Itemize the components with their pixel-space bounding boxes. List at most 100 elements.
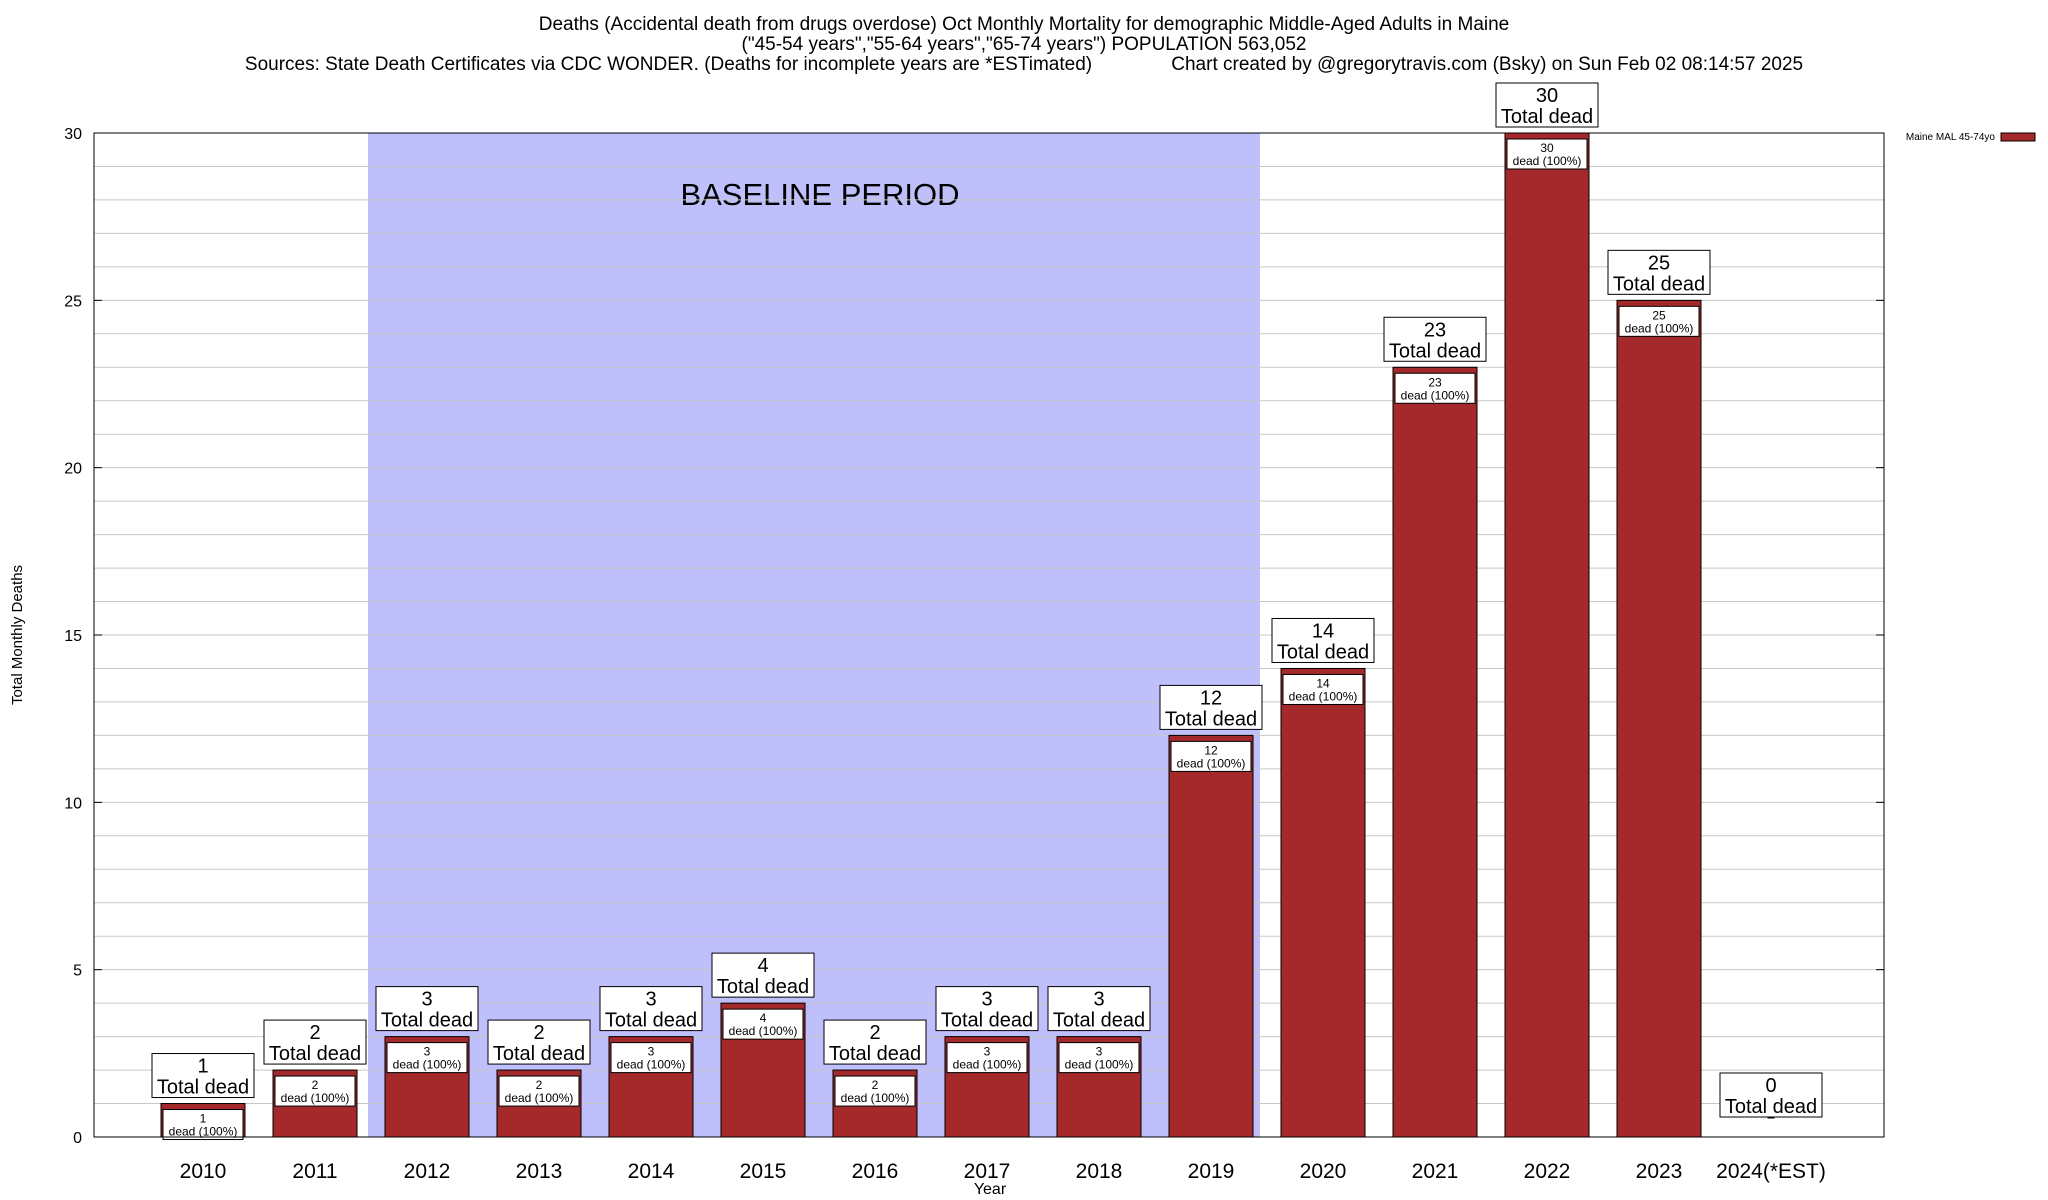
- inner-label-text: dead (100%): [1513, 154, 1582, 168]
- inner-label-value: 4: [760, 1011, 767, 1025]
- y-tick-label: 20: [64, 461, 82, 478]
- total-label-box: [1383, 316, 1487, 362]
- total-label-box: [1607, 249, 1711, 295]
- chart-source-line: Sources: State Death Certificates via CD…: [244, 54, 1804, 75]
- inner-label-value: 12: [1204, 743, 1218, 757]
- x-tick-label-2014: 2014: [628, 1160, 675, 1183]
- inner-label-value: 3: [984, 1045, 991, 1059]
- total-label-text: Total dead: [1165, 708, 1257, 730]
- bar-2022: [1504, 132, 1590, 1138]
- total-label-value: 2: [309, 1022, 320, 1044]
- total-label-text: Total dead: [941, 1010, 1033, 1032]
- y-tick-label: 5: [73, 963, 82, 980]
- total-label-box: [1159, 684, 1263, 730]
- x-tick-label-2011: 2011: [292, 1160, 337, 1183]
- total-label-text: Total dead: [269, 1043, 361, 1065]
- inner-label-value: 14: [1316, 676, 1330, 690]
- inner-label-text: dead (100%): [841, 1091, 910, 1105]
- total-label-box: [711, 952, 815, 998]
- legend: Maine MAL 45-74yo: [1906, 132, 2036, 143]
- inner-label-box: [498, 1075, 580, 1107]
- total-label-box: [151, 1053, 255, 1099]
- x-tick-label-2017: 2017: [964, 1160, 1011, 1183]
- chart-subtitle: ("45-54 years","55-64 years","65-74 year…: [741, 34, 1307, 55]
- total-label-box: [263, 1019, 367, 1065]
- inner-label-text: dead (100%): [281, 1091, 350, 1105]
- legend-label: Maine MAL 45-74yo: [1906, 132, 1996, 143]
- x-axis-label: Year: [974, 1181, 1007, 1198]
- x-tick-label-2015: 2015: [740, 1160, 787, 1183]
- total-label-text: Total dead: [717, 976, 809, 998]
- y-tick-label: 0: [73, 1130, 82, 1147]
- total-label-text: Total dead: [829, 1043, 921, 1065]
- inner-label-box: [1618, 305, 1700, 337]
- y-axis-label: Total Monthly Deaths: [9, 565, 26, 705]
- total-label-text: Total dead: [605, 1010, 697, 1032]
- total-label-value: 12: [1200, 687, 1222, 709]
- total-label-value: 30: [1536, 85, 1558, 107]
- inner-label-text: dead (100%): [953, 1058, 1022, 1072]
- inner-label-value: 2: [312, 1078, 319, 1092]
- inner-label-value: 3: [424, 1045, 431, 1059]
- total-label-value: 2: [869, 1022, 880, 1044]
- inner-label-box: [1170, 740, 1252, 772]
- inner-label-text: dead (100%): [1401, 388, 1470, 402]
- x-tick-label-2016: 2016: [852, 1160, 899, 1183]
- inner-label-box: [946, 1042, 1028, 1074]
- inner-label-text: dead (100%): [1177, 756, 1246, 770]
- total-label-text: Total dead: [493, 1043, 585, 1065]
- y-tick-label: 10: [64, 795, 82, 812]
- total-label-text: Total dead: [157, 1077, 249, 1099]
- baseline-period-label: BASELINE PERIOD: [680, 177, 959, 212]
- inner-label-text: dead (100%): [729, 1024, 798, 1038]
- inner-label-value: 3: [1096, 1045, 1103, 1059]
- inner-label-box: [1282, 673, 1364, 705]
- x-tick-label-2013: 2013: [516, 1160, 563, 1183]
- total-label-value: 0: [1765, 1075, 1776, 1097]
- total-label-text: Total dead: [1053, 1010, 1145, 1032]
- inner-label-text: dead (100%): [617, 1058, 686, 1072]
- x-tick-label-2010: 2010: [180, 1160, 227, 1183]
- inner-label-box: [722, 1008, 804, 1040]
- total-label-text: Total dead: [1725, 1096, 1817, 1118]
- total-label-box: [823, 1019, 927, 1065]
- total-label-box: [1495, 82, 1599, 128]
- x-tick-label-2020: 2020: [1300, 1160, 1347, 1183]
- total-label-box: [1047, 986, 1151, 1032]
- bar-2021: [1392, 366, 1478, 1138]
- total-label-value: 3: [981, 989, 992, 1011]
- inner-label-text: dead (100%): [393, 1058, 462, 1072]
- inner-label-value: 3: [648, 1045, 655, 1059]
- inner-label-value: 30: [1540, 141, 1554, 155]
- total-label-value: 3: [1093, 989, 1104, 1011]
- total-label-box: [935, 986, 1039, 1032]
- total-label-value: 3: [421, 989, 432, 1011]
- total-label-box: [375, 986, 479, 1032]
- y-tick-label: 25: [64, 293, 82, 310]
- total-label-box: [599, 986, 703, 1032]
- inner-label-value: 1: [200, 1112, 207, 1126]
- inner-label-box: [834, 1075, 916, 1107]
- y-tick-label: 30: [64, 126, 82, 143]
- inner-label-value: 2: [872, 1078, 879, 1092]
- x-tick-label-2012: 2012: [404, 1160, 451, 1183]
- total-label-box: [1719, 1072, 1823, 1118]
